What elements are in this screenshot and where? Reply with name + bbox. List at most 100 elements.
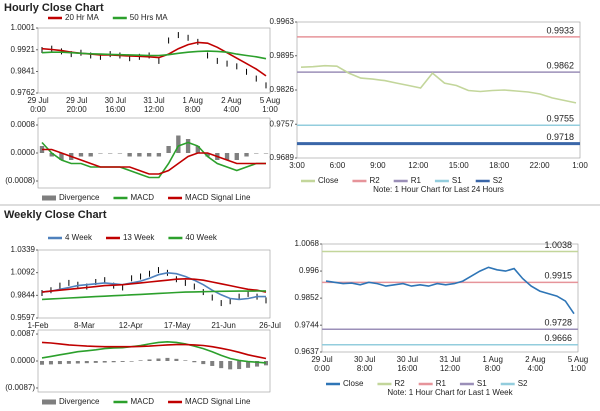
divergence-bar [201,361,206,365]
level-label: 0.9728 [544,318,572,328]
y-tick-label: 0.9597 [11,313,36,322]
level-label: 0.9755 [546,114,574,124]
x-tick-label: 30 Jul [105,96,127,105]
divergence-bar [183,360,188,361]
y-tick-label: 1.0001 [11,23,36,32]
series-line [300,64,577,104]
y-tick-label: 0.0008 [11,120,36,129]
legend-label: MACD [130,193,154,202]
x-tick-label: 1 Aug [482,355,502,364]
x-tick-label: 2 Aug [525,355,545,364]
divergence-bar [57,361,62,365]
divergence-bar [127,153,132,157]
divergence-bar [137,153,142,157]
legend-label: 13 Week [123,233,155,242]
y-tick-label: 0.9895 [270,51,295,60]
x-tick-label: 4:00 [224,105,240,114]
y-tick-label: (0.0008) [5,176,35,185]
x-tick-label: 20:00 [67,105,88,114]
divergence-bar [59,153,64,160]
x-tick-label: 8-Mar [74,321,95,330]
x-tick-label: 8:00 [185,105,201,114]
legend-label: Close [318,176,339,185]
section-header: Hourly Close Chart [4,2,104,14]
x-tick-label: 12:00 [408,161,429,170]
divergence-bar [48,361,53,365]
legend-label: R2 [394,379,405,388]
x-tick-label: 29 Jul [27,96,49,105]
divergence-bar [117,153,123,154]
x-tick-label: 8:00 [357,364,373,373]
y-tick-label: 0.0087 [11,329,36,338]
y-tick-label: 0.9757 [270,119,295,128]
legend-label: R1 [436,379,447,388]
divergence-bar [174,358,179,361]
legend-label: Close [343,379,364,388]
y-tick-label: 0.9637 [295,347,320,356]
x-tick-label: 1:00 [572,161,588,170]
y-tick-label: 0.9762 [11,88,36,97]
y-tick-label: 0.996 [299,266,320,275]
section-header: Weekly Close Chart [4,209,107,221]
divergence-bar [120,361,125,362]
x-tick-label: 8:00 [485,364,501,373]
series-line [41,141,266,179]
x-tick-label: 29 Jul [66,96,88,105]
level-label: 0.9666 [544,333,572,343]
x-tick-label: 12-Apr [119,321,143,330]
legend-label: 40 Week [185,233,217,242]
x-tick-label: 26-Jul [259,321,281,330]
legend-label: S2 [493,176,503,185]
y-tick-label: 1.0068 [295,239,320,248]
legend-label: MACD Signal Line [185,397,251,406]
divergence-bar [192,361,197,363]
series-line [41,271,266,301]
y-tick-label: 1.0092 [11,268,36,277]
y-tick-label: 0.9921 [11,45,36,54]
divergence-bar [49,153,54,157]
x-tick-label: 17-May [164,321,191,330]
legend-label: 4 Week [65,233,93,242]
series-line [41,277,267,293]
x-tick-label: 1:00 [262,105,278,114]
divergence-bar [224,153,230,160]
divergence-bar [111,361,116,363]
x-tick-label: 21-Jun [211,321,235,330]
divergence-bar [88,153,93,157]
x-tick-label: 0:00 [30,105,46,114]
divergence-bar [165,357,170,361]
legend-label: R1 [411,176,422,185]
legend-label: 20 Hr MA [65,13,99,22]
divergence-bar [237,361,242,370]
y-tick-label: 1.0339 [11,245,36,254]
divergence-bar [102,361,107,363]
divergence-bar [146,153,152,157]
divergence-bar [138,360,143,361]
x-tick-label: 1 Aug [182,96,202,105]
series-line [41,340,267,364]
divergence-bar [156,153,162,157]
divergence-bar [78,153,84,157]
x-tick-label: 29 Jul [311,355,333,364]
legend-label: Divergence [59,193,100,202]
level-label: 1.0038 [544,240,572,250]
x-tick-label: 15:00 [449,161,470,170]
y-tick-label: 0.9826 [270,85,295,94]
divergence-bar [98,153,103,154]
legend-swatch [42,195,56,201]
x-tick-label: 6:00 [330,161,346,170]
divergence-bar [156,358,161,361]
x-tick-label: 16:00 [397,364,418,373]
x-tick-label: 31 Jul [143,96,165,105]
series-line [41,50,267,60]
divergence-bar [195,146,201,153]
level-label: 0.9933 [546,25,574,35]
x-tick-label: 18:00 [489,161,510,170]
x-tick-label: 0:00 [314,364,330,373]
series-line [325,266,575,315]
divergence-bar [219,361,224,369]
x-tick-label: 4:00 [528,364,544,373]
y-tick-label: 0.0000 [11,356,36,365]
legend-label: Divergence [59,397,100,406]
x-tick-label: 1:00 [570,364,586,373]
